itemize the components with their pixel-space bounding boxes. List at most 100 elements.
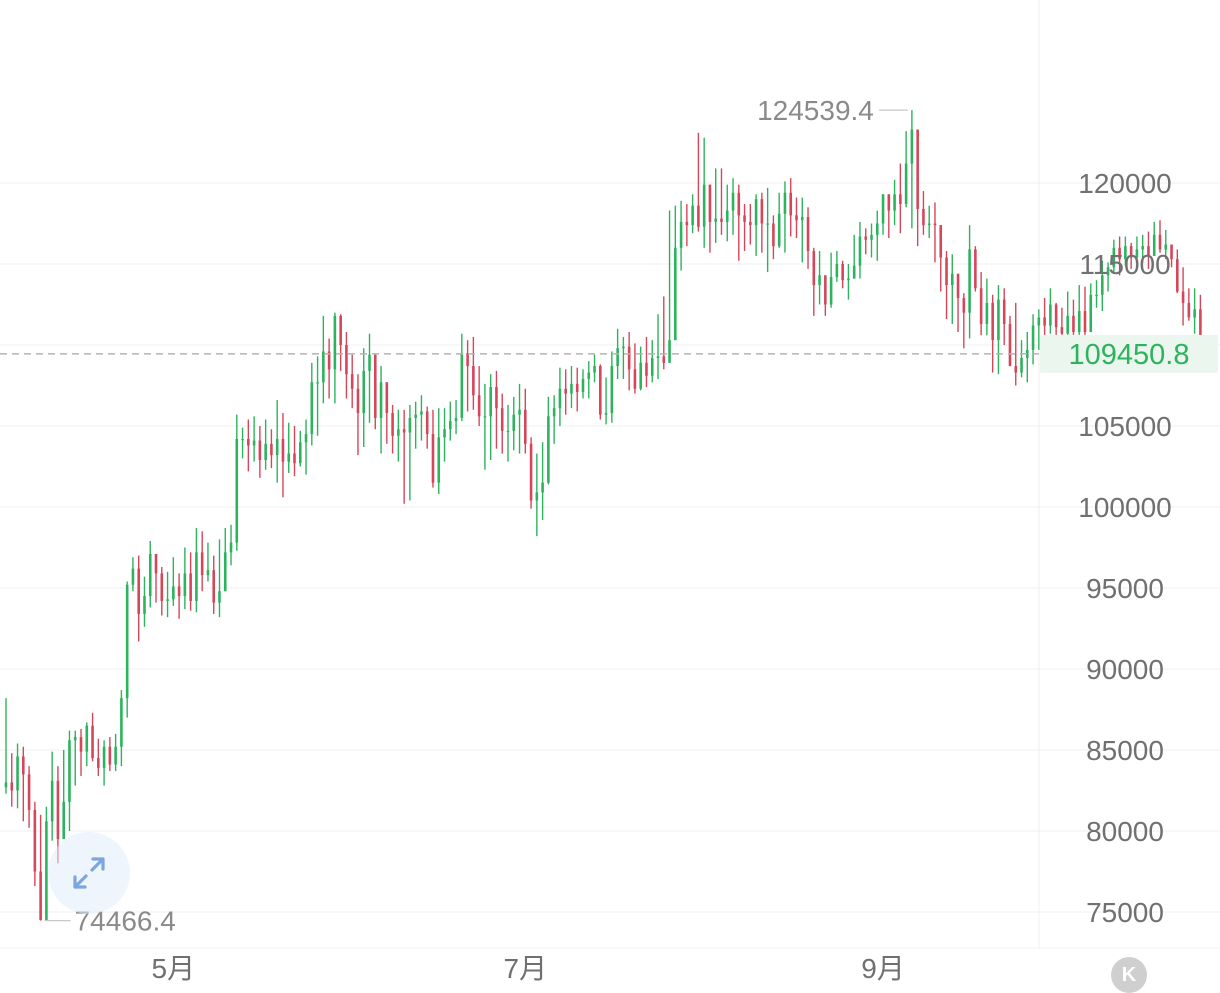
bar-body: [1187, 302, 1191, 318]
bar-body: [287, 453, 291, 462]
bar-body: [339, 315, 342, 345]
bar-body: [414, 414, 417, 418]
bar-body: [904, 163, 908, 205]
bar-body: [304, 434, 308, 443]
bar-body: [1181, 291, 1185, 303]
bar-body: [425, 411, 429, 435]
bar-body: [599, 366, 602, 415]
bar-body: [518, 409, 521, 415]
bar-body: [218, 591, 221, 603]
bar-body: [454, 417, 458, 422]
bar-body: [795, 215, 798, 221]
bar-body: [916, 129, 919, 209]
bar-body: [212, 570, 216, 603]
bar-body: [922, 208, 925, 226]
bar-body: [593, 366, 596, 373]
bar-body: [587, 372, 591, 380]
bar-body: [1089, 294, 1093, 333]
bar-body: [714, 218, 718, 222]
bar-body: [160, 573, 164, 601]
bar-body: [570, 383, 573, 394]
bar-body: [39, 871, 42, 921]
bar-body: [483, 416, 487, 418]
bar-body: [1095, 294, 1098, 296]
bar-body: [397, 429, 400, 436]
bar-body: [674, 247, 677, 341]
bar-body: [500, 408, 504, 431]
bar-body: [760, 199, 764, 224]
bar-body: [131, 568, 135, 585]
bar-body: [466, 353, 469, 367]
bar-body: [137, 568, 141, 614]
bar-body: [1141, 246, 1144, 250]
bar-body: [893, 194, 896, 211]
bar-body: [27, 774, 31, 810]
bar-body: [991, 302, 994, 341]
y-tick-label: 100000: [1078, 492, 1171, 523]
bar-body: [327, 351, 331, 370]
bar-body: [685, 221, 689, 226]
y-tick-label: 85000: [1086, 735, 1164, 766]
bar-body: [535, 492, 539, 501]
bar-body: [56, 780, 60, 840]
bar-body: [985, 302, 989, 324]
bar-body: [316, 382, 319, 384]
bar-body: [679, 221, 683, 248]
bar-body: [529, 443, 533, 501]
bar-body: [264, 443, 267, 461]
bar-body: [997, 299, 1000, 341]
bar-body: [616, 348, 619, 367]
bar-body: [702, 184, 706, 227]
bar-body: [875, 223, 879, 235]
bar-body: [754, 199, 758, 226]
bar-body: [1147, 246, 1150, 256]
bar-body: [385, 382, 389, 414]
bar-body: [512, 414, 516, 431]
bar-body: [697, 205, 700, 227]
bar-body: [708, 184, 712, 222]
bar-body: [333, 315, 337, 370]
bar-body: [460, 353, 464, 418]
bar-body: [258, 440, 262, 461]
bar-body: [720, 218, 723, 222]
bar-body: [91, 725, 94, 759]
bar-body: [391, 413, 394, 436]
bar-body: [1008, 323, 1012, 367]
bar-body: [749, 221, 752, 226]
bar-body: [870, 234, 873, 240]
bar-body: [1106, 267, 1110, 276]
extreme-labels: 124539.4 74466.4: [44, 95, 908, 937]
bar-body: [1002, 299, 1006, 324]
bar-body: [806, 217, 810, 252]
candlestick-toggle-button[interactable]: K: [1111, 957, 1147, 993]
expand-chart-button[interactable]: [48, 832, 130, 914]
bar-body: [731, 192, 735, 211]
bar-body: [4, 782, 8, 788]
bar-body: [189, 573, 192, 601]
bar-body: [852, 265, 856, 279]
bar-body: [154, 553, 158, 574]
bar-body: [650, 357, 654, 376]
bar-body: [968, 249, 971, 313]
bar-body: [293, 453, 296, 464]
bar-body: [506, 430, 510, 433]
bar-body: [79, 737, 83, 752]
x-tick-label: 7月: [504, 953, 548, 984]
bar-body: [743, 215, 746, 222]
x-axis-ticks: 5月 7月 9月: [152, 953, 905, 984]
bar-body: [235, 438, 239, 543]
bar-body: [68, 740, 71, 802]
bar-body: [899, 194, 902, 205]
bar-body: [477, 395, 481, 417]
bar-body: [143, 596, 146, 614]
bar-body: [547, 416, 550, 483]
last-price-marker: 109450.8: [0, 334, 1218, 373]
bar-body: [847, 278, 850, 281]
grid-lines: [0, 0, 1220, 949]
bar-body: [241, 438, 244, 441]
y-tick-label: 105000: [1078, 411, 1171, 442]
bar-body: [108, 746, 112, 765]
bar-body: [489, 387, 492, 417]
